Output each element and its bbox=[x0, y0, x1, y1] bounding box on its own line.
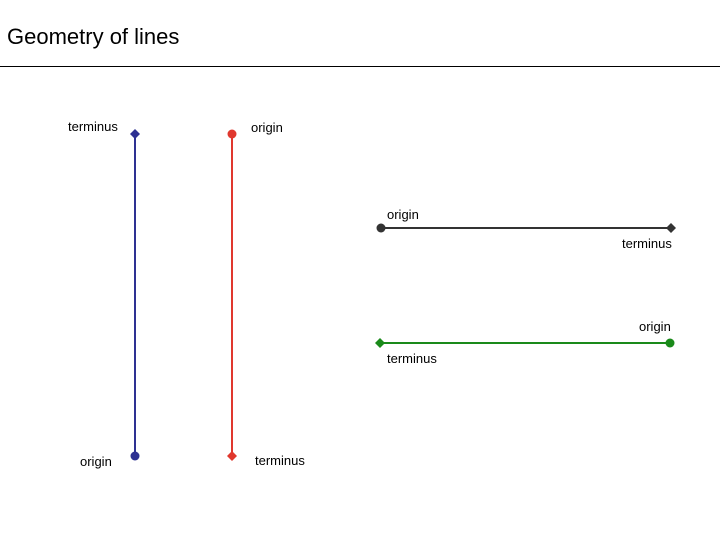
line-red-terminus-marker bbox=[227, 451, 237, 461]
line-black-origin-marker bbox=[376, 223, 386, 233]
page-title: Geometry of lines bbox=[7, 24, 180, 49]
line-green-origin-label: origin bbox=[639, 319, 671, 334]
line-black-origin-label: origin bbox=[387, 207, 419, 222]
line-green-terminus-label: terminus bbox=[387, 351, 437, 366]
line-green: origin terminus bbox=[375, 319, 675, 366]
line-blue: terminus origin bbox=[68, 119, 140, 469]
line-red-origin-marker bbox=[227, 129, 237, 139]
title-divider bbox=[0, 66, 720, 67]
line-blue-terminus-label: terminus bbox=[68, 119, 118, 134]
line-red: origin terminus bbox=[227, 120, 305, 468]
line-green-origin-marker bbox=[665, 338, 675, 348]
line-black: origin terminus bbox=[376, 207, 676, 251]
line-black-terminus-label: terminus bbox=[622, 236, 672, 251]
line-blue-origin-marker bbox=[130, 451, 140, 461]
line-black-terminus-marker bbox=[666, 223, 676, 233]
line-red-terminus-label: terminus bbox=[255, 453, 305, 468]
line-blue-origin-label: origin bbox=[80, 454, 112, 469]
line-green-terminus-marker bbox=[375, 338, 385, 348]
line-blue-terminus-marker bbox=[130, 129, 140, 139]
line-red-origin-label: origin bbox=[251, 120, 283, 135]
